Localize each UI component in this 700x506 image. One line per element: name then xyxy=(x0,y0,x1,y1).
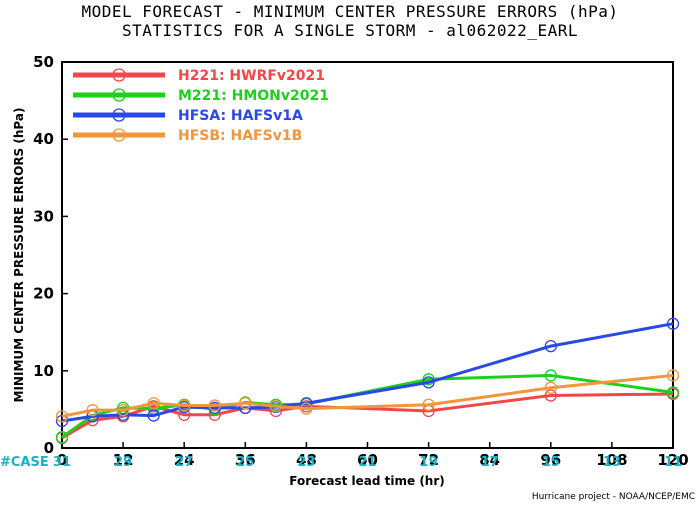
legend-marker xyxy=(112,128,126,142)
y-tick-label: 10 xyxy=(33,362,54,380)
legend-item: HFSA: HAFSv1A xyxy=(73,108,303,124)
data-point xyxy=(666,317,680,330)
data-point xyxy=(86,404,99,417)
x-tick-label: 36 xyxy=(235,451,256,469)
x-tick-label: 0 xyxy=(57,451,67,469)
case-count: 13 xyxy=(603,455,621,470)
chart-title: MODEL FORECAST - MINIMUM CENTER PRESSURE… xyxy=(81,2,618,21)
data-point xyxy=(178,399,191,412)
case-count: 19 xyxy=(420,455,438,470)
x-tick-label: 60 xyxy=(357,451,378,469)
x-tick-label: 108 xyxy=(596,451,627,469)
series-4 xyxy=(55,369,680,423)
data-point xyxy=(422,376,435,389)
data-point xyxy=(208,399,221,412)
legend-marker xyxy=(112,108,126,122)
x-axis-label: Forecast lead time (hr) xyxy=(289,474,445,488)
x-tick-label: 96 xyxy=(540,451,561,469)
y-axis-label: MINIMUM CENTER PRESSURE ERRORS (hPa) xyxy=(12,108,26,403)
data-point xyxy=(544,389,557,402)
x-tick-label: 48 xyxy=(296,451,317,469)
legend-marker xyxy=(112,68,126,82)
legend-item: HFSB: HAFSv1B xyxy=(73,128,302,144)
data-point xyxy=(55,410,69,423)
legend-item: H221: HWRFv2021 xyxy=(73,68,325,84)
data-point xyxy=(147,409,160,422)
data-point xyxy=(178,408,191,421)
data-point xyxy=(422,398,435,411)
data-point xyxy=(300,402,313,415)
data-point xyxy=(666,369,680,382)
case-count: 17 xyxy=(481,455,499,470)
series-group xyxy=(55,317,680,445)
legend-item: M221: HMONv2021 xyxy=(73,88,329,104)
legend-label: HFSB: HAFSv1B xyxy=(178,128,302,144)
plot-frame xyxy=(61,61,674,449)
data-point xyxy=(55,431,69,444)
legend-marker xyxy=(112,88,126,102)
x-tick-label: 120 xyxy=(657,451,688,469)
case-count: 23 xyxy=(297,455,315,470)
data-point xyxy=(544,381,557,394)
data-point xyxy=(116,404,130,417)
x-tick-label: 24 xyxy=(174,451,195,469)
case-count: 21 xyxy=(358,455,376,470)
y-tick-label: 0 xyxy=(44,439,54,457)
case-count: 15 xyxy=(542,455,560,470)
x-tick-label: 12 xyxy=(113,451,134,469)
case-count: 11 xyxy=(664,455,682,470)
chart-subtitle: STATISTICS FOR A SINGLE STORM - al062022… xyxy=(122,21,578,40)
data-point xyxy=(239,397,252,410)
case-count: 29 xyxy=(114,455,132,470)
y-tick-label: 20 xyxy=(33,285,54,303)
legend-label: M221: HMONv2021 xyxy=(178,88,329,104)
case-count: 25 xyxy=(236,455,254,470)
y-tick-label: 50 xyxy=(33,53,54,71)
data-point xyxy=(544,369,557,382)
x-axis-ticks: 0 12 24 36 48 60 72 84 96 108 120 xyxy=(57,442,689,469)
x-tick-label: 72 xyxy=(418,451,439,469)
y-tick-label: 40 xyxy=(33,130,54,148)
case-counts: 31 29 27 25 23 21 19 17 15 13 11 xyxy=(53,455,682,470)
case-count: 31 xyxy=(53,455,71,470)
y-tick-label: 30 xyxy=(33,207,54,225)
y-axis-ticks: 0 10 20 30 40 50 xyxy=(33,53,68,457)
data-point xyxy=(269,400,283,413)
x-tick-label: 84 xyxy=(479,451,500,469)
case-label: #CASE xyxy=(0,455,49,470)
credit-text: Hurricane project - NOAA/NCEP/EMC xyxy=(532,492,695,502)
data-point xyxy=(666,386,680,399)
case-count: 27 xyxy=(175,455,193,470)
legend-label: HFSA: HAFSv1A xyxy=(178,108,303,124)
data-point xyxy=(147,397,160,410)
data-point xyxy=(544,339,557,353)
legend-label: H221: HWRFv2021 xyxy=(178,68,325,84)
legend: H221: HWRFv2021 M221: HMONv2021 HFSA: HAFS… xyxy=(73,68,329,144)
